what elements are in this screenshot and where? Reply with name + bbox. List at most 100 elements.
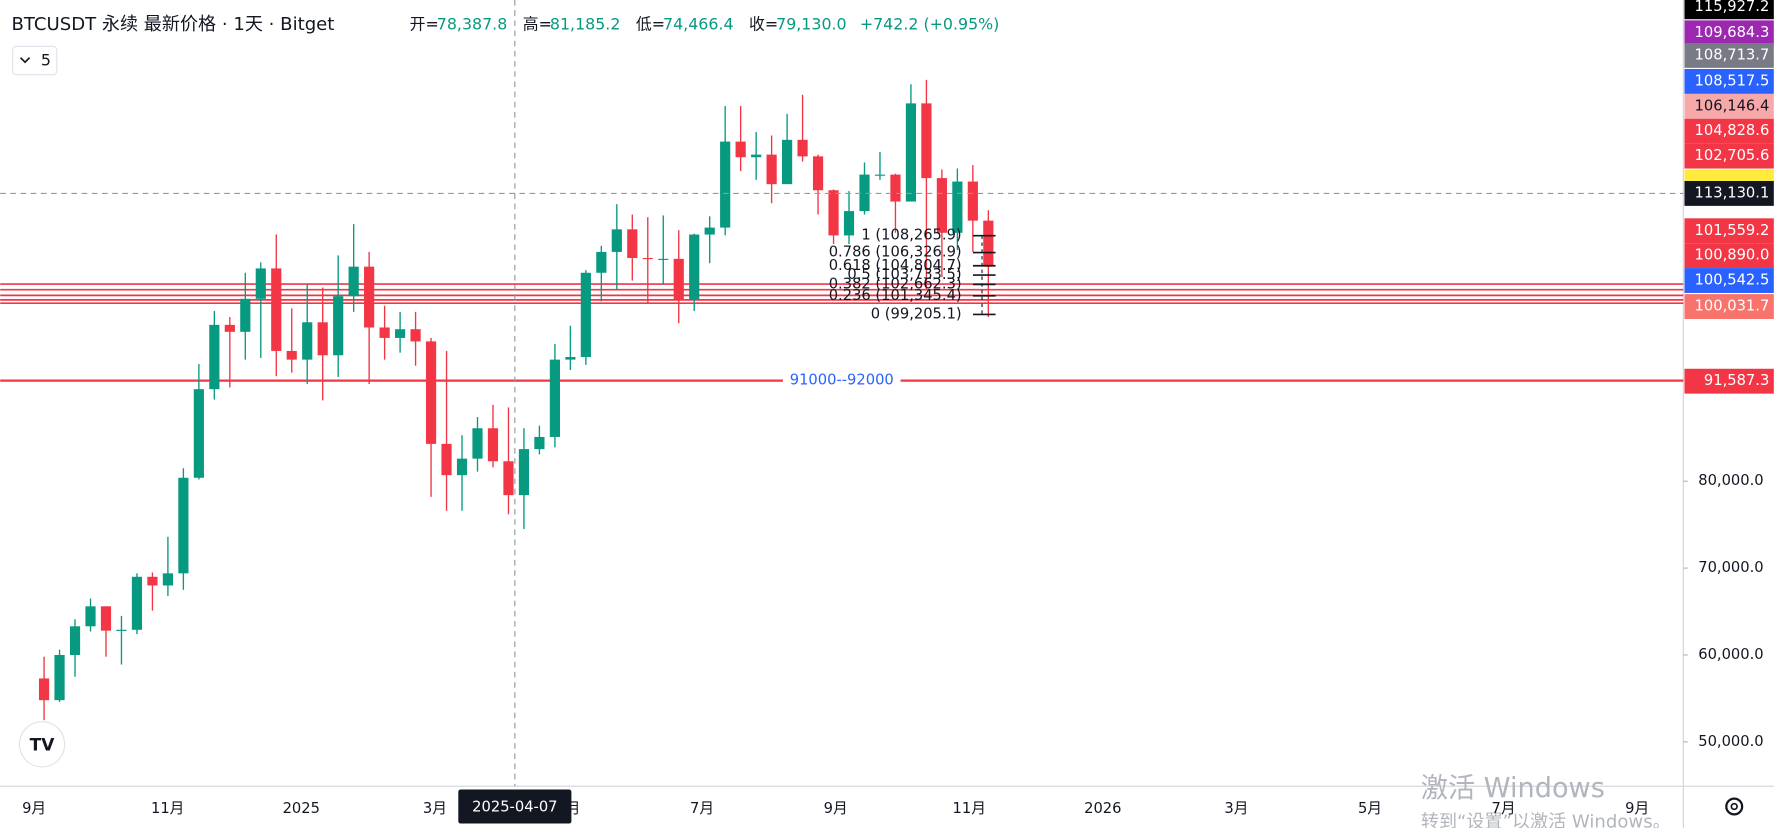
candle-body (100, 606, 112, 631)
candle-body (797, 139, 808, 157)
candle-body (704, 227, 715, 235)
price-label-bg (1684, 294, 1774, 319)
fib-label: 0.5 (103,733.5) (847, 266, 961, 283)
price-label: 113,130.1 (1695, 184, 1770, 201)
candle-body (967, 181, 978, 221)
fib-label: 0.382 (102,662.3) (829, 275, 962, 292)
price-label-bg (1684, 69, 1774, 94)
price-label-bg (1684, 368, 1774, 394)
candle-body (147, 576, 158, 586)
price-label: 100,542.5 (1695, 272, 1770, 289)
price-label: 109,684.3 (1695, 24, 1770, 41)
candle-body (255, 268, 266, 299)
crosshair-date: 2025-04-07 (472, 799, 557, 816)
price-label: 100,031.7 (1695, 298, 1770, 315)
candle-body (549, 359, 560, 437)
indicator-toggle[interactable] (12, 45, 58, 76)
candle-body (487, 428, 499, 462)
ohlc-value: 78,387.8 (437, 14, 508, 33)
candle-body (828, 190, 839, 236)
x-tick-label: 11月 (953, 800, 986, 817)
y-tick-label: 60,000.0 (1698, 646, 1763, 663)
settings-icon-center (1730, 802, 1738, 811)
y-tick-label: 70,000.0 (1698, 559, 1763, 576)
candle-body (240, 298, 251, 332)
candle-body (534, 436, 545, 450)
candle-body (54, 654, 65, 701)
candle-body (69, 626, 81, 655)
price-label-bg (1684, 143, 1774, 169)
x-tick-label: 11月 (151, 800, 184, 817)
price-label: 106,146.4 (1695, 97, 1770, 114)
candle-body (503, 461, 514, 496)
fib-label: 0.786 (106,326.9) (829, 244, 962, 261)
candle-body (302, 322, 313, 360)
x-tick-label: 9月 (1625, 800, 1649, 817)
candle-body (425, 341, 437, 444)
x-tick-label: 2025 (283, 800, 320, 817)
candle-body (395, 329, 406, 338)
fib-label: 0 (99,205.1) (871, 305, 962, 322)
price-label: 108,517.5 (1695, 72, 1770, 89)
candle-body (673, 258, 684, 300)
y-tick-label: 80,000.0 (1698, 472, 1763, 489)
price-label: 101,559.2 (1695, 222, 1770, 239)
candle-body (580, 272, 591, 358)
candle-body (116, 629, 127, 631)
candle-body (905, 103, 917, 202)
price-label-bg (1684, 118, 1774, 144)
ohlc-label: 开= (410, 14, 439, 33)
candle-body (348, 266, 359, 297)
candle-body (874, 174, 886, 176)
price-label-bg (1684, 0, 1774, 20)
logo-badge[interactable] (18, 721, 66, 768)
x-tick-label: 3月 (1224, 800, 1248, 817)
logo: TV (30, 734, 56, 754)
candle-body (720, 141, 731, 228)
candle-body (921, 103, 932, 179)
ohlc-label: 低= (636, 14, 665, 33)
ohlc-value: 81,185.2 (550, 14, 621, 33)
candle-body (271, 268, 282, 351)
ohlc-value: 74,466.4 (663, 14, 734, 33)
price-label: 108,713.7 (1695, 46, 1770, 63)
x-tick-label: 9月 (22, 800, 46, 817)
candle-body (596, 251, 607, 273)
candle-body (611, 229, 622, 252)
candle-body (782, 139, 793, 185)
price-label-bg (1684, 243, 1774, 269)
candle-body (565, 357, 576, 360)
price-label-bg (1684, 268, 1774, 293)
price-label-bg (1684, 218, 1774, 244)
candle-body (286, 350, 297, 360)
candle-body (890, 174, 901, 202)
candle-body (812, 156, 824, 191)
candle-body (456, 458, 468, 476)
settings-icon[interactable] (1725, 797, 1744, 816)
candle-body (642, 257, 653, 260)
watermark-title: 激活 Windows (1421, 773, 1605, 804)
candle-body (193, 389, 204, 478)
price-label: 104,828.6 (1695, 122, 1770, 139)
candle-body (364, 266, 375, 328)
candle-body (85, 606, 96, 627)
candle-body (751, 154, 762, 158)
x-tick-label: 7月 (690, 800, 714, 817)
candle-body (627, 229, 638, 258)
candle-body (379, 327, 390, 338)
price-label: 102,705.6 (1695, 147, 1770, 164)
x-tick-label: 7月 (1492, 800, 1516, 817)
plot: 91000--92000 1 (108,265.9)0.786 (106,326.… (0, 79, 1684, 721)
candle-body (317, 322, 328, 356)
candle-body (952, 181, 963, 233)
candle-body (658, 258, 669, 260)
candle-body (518, 449, 530, 496)
candle-body (766, 154, 777, 185)
x-tick-label: 9月 (824, 800, 848, 817)
crosshair-date-bg (458, 789, 572, 824)
watermark-subtitle: 转到“设置”以激活 Windows。 (1421, 811, 1671, 828)
price-label-bg (1684, 20, 1774, 46)
candle-body (936, 178, 947, 233)
